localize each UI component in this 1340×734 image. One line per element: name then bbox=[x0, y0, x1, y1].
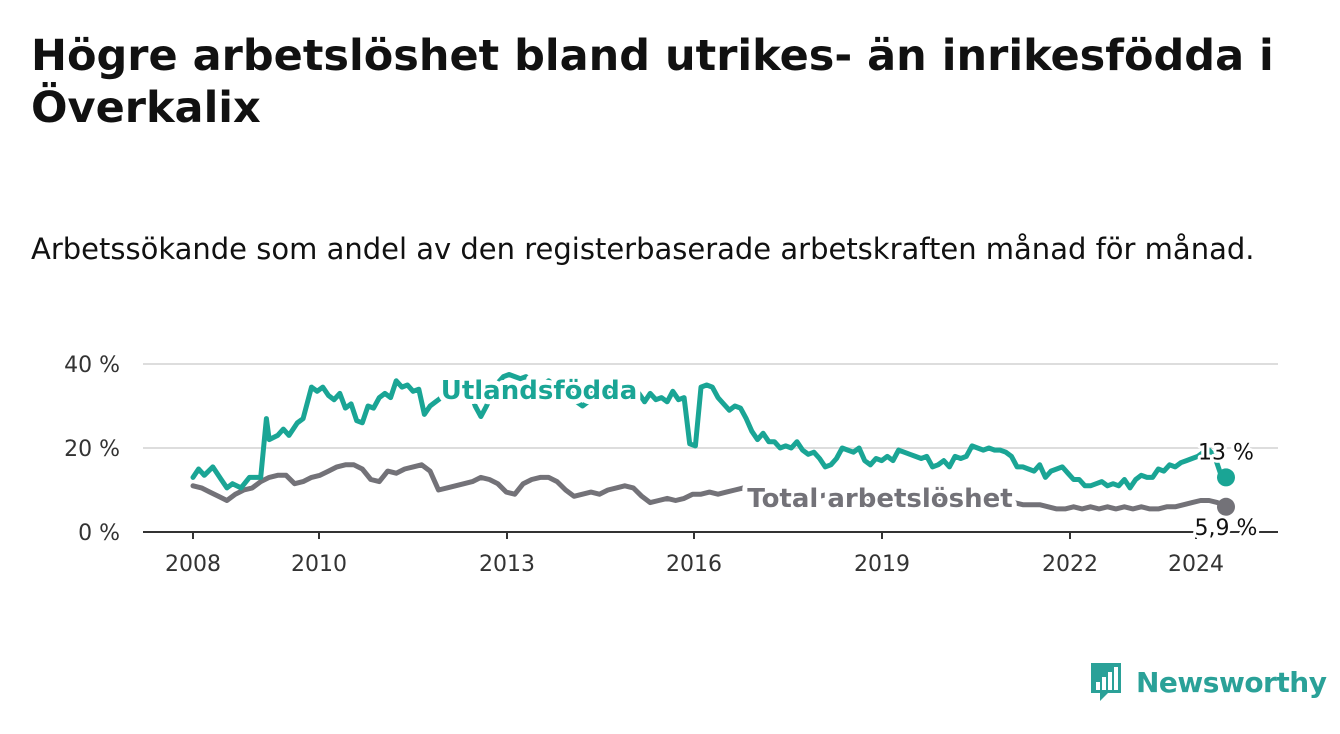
line-chart: 0 % 20 % 40 % 2008 2010 2013 2016 2019 2022 2024… bbox=[64, 353, 1278, 577]
chart-title: Högre arbetslöshet bland utrikes- än inr… bbox=[31, 31, 1274, 133]
x-tick-labels: 2008 2010 2013 2016 2019 2022 2024 bbox=[165, 532, 1224, 577]
end-label-halo: 5,9 % bbox=[1195, 516, 1258, 541]
y-tick-label: 40 % bbox=[64, 353, 120, 378]
x-tick-label: 2013 bbox=[479, 552, 535, 577]
series-label-total: Total arbetslöshet bbox=[747, 484, 1012, 514]
end-point-total bbox=[1217, 497, 1235, 516]
newsworthy-logo: Newsworthy bbox=[1088, 660, 1327, 704]
bar-chart-icon bbox=[1091, 663, 1121, 701]
x-tick-label: 2022 bbox=[1042, 552, 1098, 577]
end-label-total: 5,9 % bbox=[1195, 516, 1258, 541]
series-label-total-halo: Total arbetslöshet bbox=[747, 484, 1012, 514]
end-label-halo: 13 % bbox=[1198, 440, 1254, 465]
x-tick-label: 2016 bbox=[666, 552, 722, 577]
series-line-utlandsfodda bbox=[190, 372, 1229, 491]
x-tick-label: 2024 bbox=[1168, 552, 1224, 577]
series-lines bbox=[190, 372, 1229, 512]
series-label-utlandsfodda-halo: Utlandsfödda bbox=[441, 376, 638, 406]
y-tick-label: 0 % bbox=[78, 521, 120, 546]
grid-lines bbox=[143, 363, 1278, 533]
brand-name: Newsworthy bbox=[1136, 665, 1327, 699]
series-line-total bbox=[190, 462, 1229, 512]
chart-subtitle: Arbetssökande som andel av den registerb… bbox=[31, 232, 1255, 266]
x-tick-label: 2019 bbox=[854, 552, 910, 577]
end-label-utlandsfodda: 13 % bbox=[1198, 440, 1254, 465]
x-tick-label: 2010 bbox=[291, 552, 347, 577]
x-tick-label: 2008 bbox=[165, 552, 221, 577]
end-point-utlandsfodda bbox=[1217, 468, 1235, 487]
series-label-utlandsfodda: Utlandsfödda bbox=[441, 376, 638, 406]
y-tick-labels: 0 % 20 % 40 % bbox=[64, 353, 120, 546]
y-tick-label: 20 % bbox=[64, 437, 120, 462]
